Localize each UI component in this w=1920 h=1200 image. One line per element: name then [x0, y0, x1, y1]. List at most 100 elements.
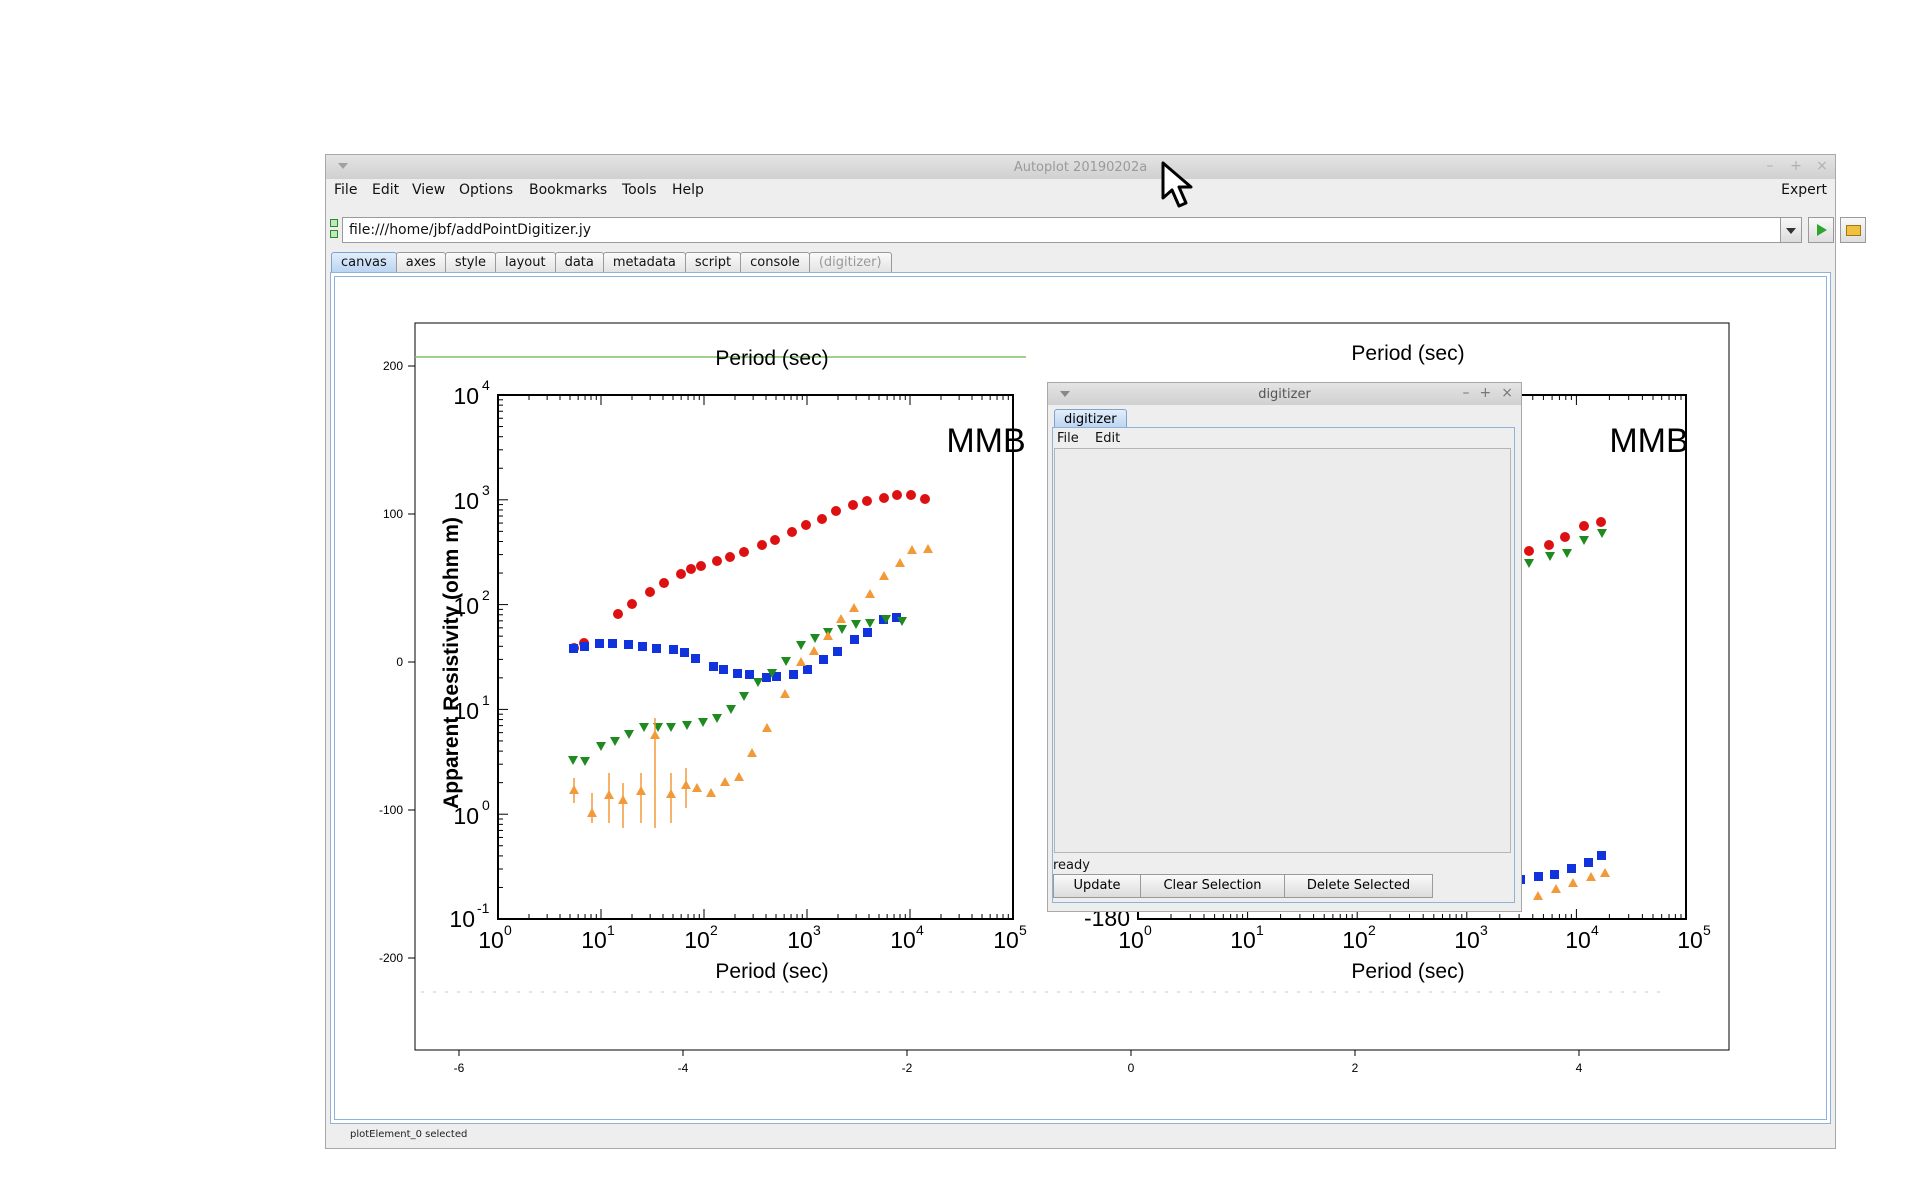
plot-frame[interactable]	[414, 322, 1730, 1051]
digitizer-menubar: File Edit	[1053, 428, 1514, 448]
emb-y-exp: 2	[482, 587, 490, 603]
address-status-icon	[330, 219, 338, 241]
emb-y-exp: 0	[482, 797, 490, 813]
update-button[interactable]: Update	[1053, 874, 1141, 898]
embedded-left-x-ticks: 10 0 10 1 10 2 10 3 10 4 10 5	[478, 922, 1027, 953]
menu-expert[interactable]: Expert	[1781, 182, 1827, 198]
digitizer-menu-edit[interactable]: Edit	[1095, 431, 1121, 446]
menu-options[interactable]: Options	[459, 182, 514, 198]
emb-x-exp: 4	[1591, 922, 1599, 938]
menu-tools[interactable]: Tools	[622, 182, 657, 198]
outer-x-axis[interactable]: -6 -4 -2 0 2 4	[454, 1050, 1583, 1075]
emb-x-base: 10	[993, 927, 1019, 953]
emb-x-base: 10	[1565, 927, 1591, 953]
clear-selection-button[interactable]: Clear Selection	[1140, 874, 1285, 898]
menu-bookmarks[interactable]: Bookmarks	[529, 182, 608, 198]
emb-x-base: 10	[684, 927, 710, 953]
x-tick-label: 2	[1352, 1061, 1359, 1075]
status-bar: plotElement_0 selected	[350, 1129, 468, 1140]
tab-style[interactable]: style	[444, 252, 497, 273]
run-button[interactable]	[1808, 217, 1834, 243]
x-tick-label: -2	[902, 1061, 913, 1075]
mouse-cursor-icon	[1161, 161, 1193, 208]
delete-selected-button[interactable]: Delete Selected	[1284, 874, 1433, 898]
menu-help[interactable]: Help	[672, 182, 704, 198]
menu-edit[interactable]: Edit	[372, 182, 400, 198]
digitizer-close-icon[interactable]: ×	[1501, 385, 1513, 401]
embedded-left-y-ticks: 10 4 10 3 10 2 10 1 10 0 10 -1	[449, 377, 490, 932]
emb-y-exp: 1	[482, 692, 490, 708]
digitizer-title: digitizer	[1258, 387, 1311, 402]
emb-x-exp: 2	[1368, 922, 1376, 938]
address-dropdown-button[interactable]	[1780, 217, 1802, 243]
emb-x-base: 10	[581, 927, 607, 953]
y-tick-label: 100	[383, 507, 403, 521]
address-input[interactable]: file:///home/jbf/addPointDigitizer.jy	[342, 217, 1802, 243]
digitizer-maximize-icon[interactable]: +	[1479, 385, 1492, 401]
x-tick-label: -6	[454, 1061, 465, 1075]
digitizer-menu-icon[interactable]	[1060, 391, 1070, 397]
y-tick-label: 0	[396, 655, 403, 669]
emb-y-base: 10	[453, 488, 479, 514]
plot-svg[interactable]: 200 100 0 -100 -200 -6 -4 -2 0 2 4	[331, 273, 1832, 1125]
open-file-button[interactable]	[1840, 217, 1866, 243]
tab-metadata[interactable]: metadata	[602, 252, 686, 273]
emb-x-base: 10	[890, 927, 916, 953]
window-titlebar[interactable]: Autoplot 20190202a – + ×	[326, 155, 1835, 179]
emb-x-base: 10	[1342, 927, 1368, 953]
tab-script[interactable]: script	[684, 252, 742, 273]
embedded-xlabel-right: Period (sec)	[1351, 960, 1464, 983]
x-tick-label: 4	[1576, 1061, 1583, 1075]
embedded-right-x-ticks: 10 0 10 1 10 2 10 3 10 4 10 5	[1118, 922, 1711, 953]
emb-x-exp: 4	[916, 922, 924, 938]
minimize-icon[interactable]: –	[1766, 158, 1774, 174]
digitizer-tab[interactable]: digitizer	[1054, 409, 1127, 429]
y-tick-label: 200	[383, 359, 403, 373]
emb-x-base: 10	[1230, 927, 1256, 953]
outer-y-axis[interactable]: 200 100 0 -100 -200	[379, 359, 415, 965]
digitizer-point-list[interactable]	[1054, 448, 1511, 853]
canvas-border	[334, 276, 1827, 1120]
address-text: file:///home/jbf/addPointDigitizer.jy	[349, 222, 592, 238]
x-tick-label: 0	[1128, 1061, 1135, 1075]
digitizer-titlebar[interactable]: digitizer – + ×	[1048, 383, 1521, 405]
play-icon	[1817, 224, 1827, 236]
series-right-markers	[1516, 517, 1610, 900]
tab-digitizer[interactable]: (digitizer)	[808, 252, 892, 273]
tab-layout[interactable]: layout	[495, 252, 556, 273]
series-red-circles	[569, 490, 930, 653]
emb-x-exp: 1	[1256, 922, 1264, 938]
emb-x-exp: 2	[710, 922, 718, 938]
digitizer-window: digitizer – + × digitizer File Edit read…	[1047, 382, 1522, 912]
digitizer-menu-file[interactable]: File	[1057, 431, 1079, 446]
embedded-left-minor-ticks	[497, 395, 1009, 920]
menu-file[interactable]: File	[334, 182, 358, 198]
series-blue-squares	[569, 613, 901, 682]
menu-view[interactable]: View	[412, 182, 446, 198]
window-title: Autoplot 20190202a	[1013, 160, 1148, 175]
window-menu-icon[interactable]	[338, 163, 348, 169]
tab-bar: canvas axes style layout data metadata s…	[331, 252, 892, 273]
close-icon[interactable]: ×	[1816, 158, 1828, 174]
tab-console[interactable]: console	[740, 252, 810, 273]
digitizer-minimize-icon[interactable]: –	[1462, 385, 1470, 401]
emb-x-exp: 0	[504, 922, 512, 938]
emb-x-exp: 5	[1703, 922, 1711, 938]
station-label-right: MMB	[1609, 422, 1688, 460]
emb-y-exp: -1	[477, 900, 490, 916]
tab-canvas[interactable]: canvas	[331, 252, 397, 273]
emb-x-base: 10	[478, 927, 504, 953]
tab-data[interactable]: data	[554, 252, 604, 273]
digitizer-status: ready	[1053, 858, 1090, 873]
embedded-xlabel-left: Period (sec)	[715, 960, 828, 983]
embedded-ylabel: Apparent Resistivity (ohm m)	[440, 517, 463, 809]
tab-axes[interactable]: axes	[395, 252, 446, 273]
emb-y-base: 10	[453, 383, 479, 409]
y-tick-label: -200	[379, 951, 403, 965]
embedded-figure: Period (sec) Period (sec) MMB Apparent R…	[421, 342, 1711, 993]
emb-x-base: 10	[787, 927, 813, 953]
emb-x-exp: 0	[1144, 922, 1152, 938]
emb-y-exp: 3	[482, 482, 490, 498]
emb-y-base: 10	[453, 803, 479, 829]
maximize-icon[interactable]: +	[1790, 158, 1802, 174]
